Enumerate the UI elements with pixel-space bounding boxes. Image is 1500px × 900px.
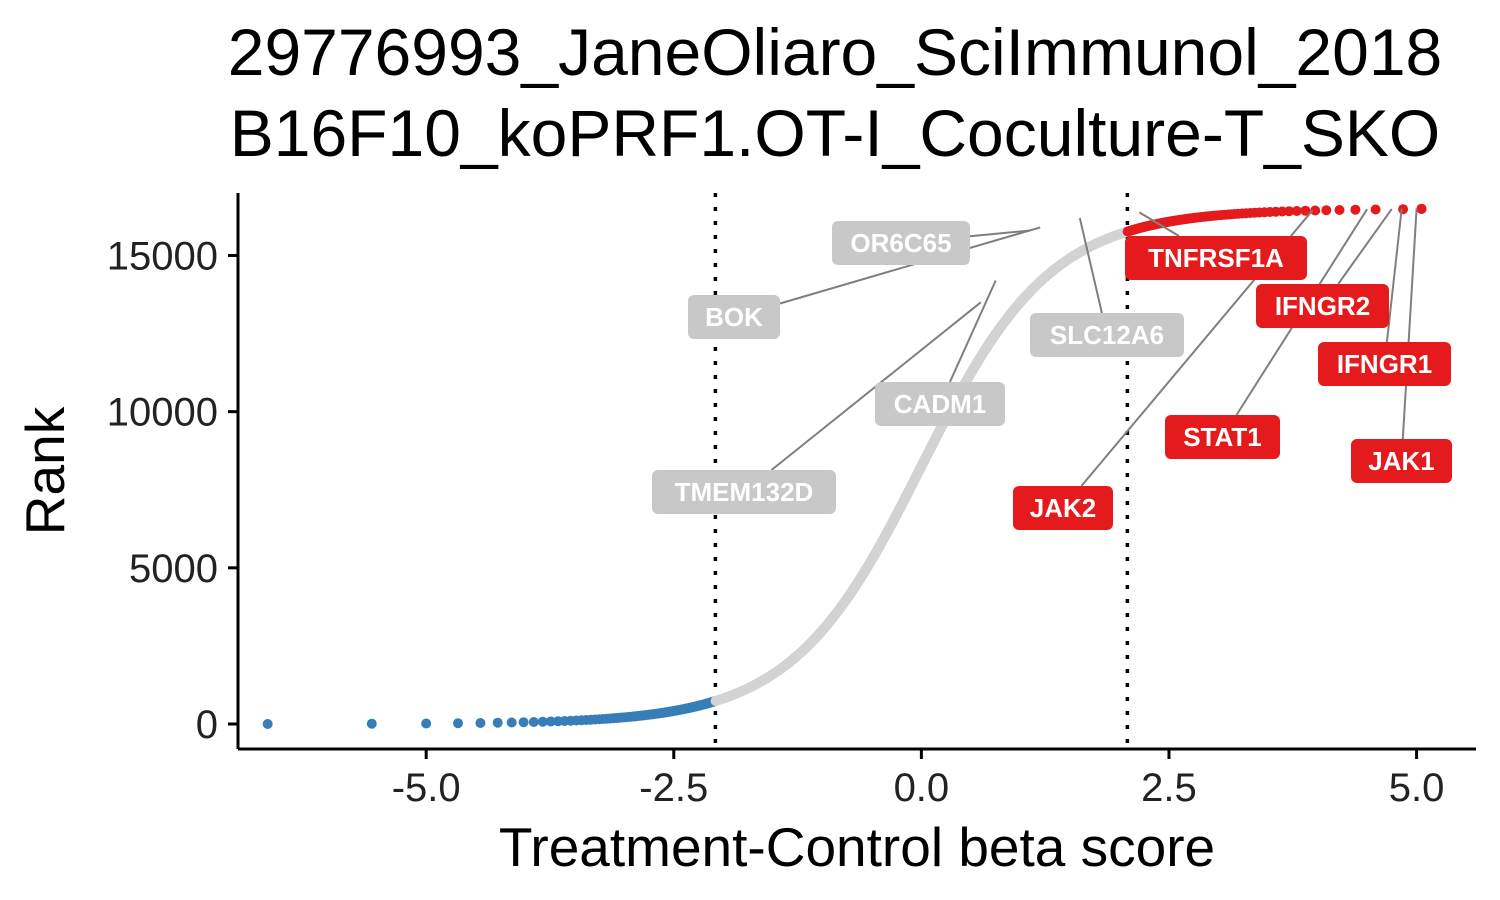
gene-label-ifngr1: IFNGR1 [1318, 342, 1451, 386]
leader-line-ifngr2 [1337, 208, 1393, 285]
x-axis-ticks: -5.0 -2.5 0.0 2.5 5.0 [392, 749, 1445, 810]
gene-label-text: OR6C65 [850, 228, 951, 258]
data-point [262, 719, 273, 729]
y-tick-label: 5000 [129, 547, 218, 591]
gene-label-box [1030, 313, 1184, 357]
gene-label-box [1125, 236, 1307, 280]
gene-label-box [688, 295, 780, 339]
data-point [1416, 203, 1427, 214]
x-tick-label: 5.0 [1389, 766, 1445, 810]
gene-label-text: SLC12A6 [1050, 320, 1164, 350]
leader-line-ifngr1 [1385, 208, 1403, 343]
data-point [1284, 206, 1295, 217]
y-tick-label: 10000 [107, 391, 218, 435]
points-layer [262, 203, 1427, 729]
gene-label-box [652, 470, 836, 514]
data-point [545, 716, 556, 727]
chart-title-line-1: 29776993_JaneOliaro_SciImmunol_2018 [228, 15, 1443, 89]
data-point [506, 717, 517, 728]
data-point [528, 717, 539, 727]
gene-label-jak2: JAK2 [1013, 486, 1113, 530]
x-tick-label: -2.5 [639, 766, 708, 810]
y-tick-label: 0 [196, 703, 218, 747]
x-tick-label: -5.0 [392, 766, 461, 810]
data-point [453, 718, 463, 729]
gene-label-text: TNFRSF1A [1148, 243, 1284, 273]
gene-label-stat1: STAT1 [1165, 415, 1280, 459]
gene-label-tnfrsf1a: TNFRSF1A [1125, 236, 1307, 280]
y-axis-ticks: 0 5000 10000 15000 [107, 234, 238, 747]
data-point [1321, 205, 1332, 216]
leader-line-jak1 [1401, 208, 1418, 440]
cutoff-lines [713, 193, 1130, 749]
gene-label-text: TMEM132D [675, 477, 814, 507]
data-point [421, 718, 432, 729]
y-tick-label: 15000 [107, 234, 218, 278]
data-point [475, 718, 486, 728]
x-axis-title: Treatment-Control beta score [499, 816, 1215, 878]
gene-label-jak1: JAK1 [1351, 439, 1452, 483]
gene-label-text: IFNGR2 [1275, 291, 1370, 321]
gene-label-slc12a6: SLC12A6 [1030, 313, 1184, 357]
gene-label-text: BOK [705, 302, 763, 332]
data-point [1398, 204, 1409, 215]
gene-label-text: IFNGR1 [1337, 349, 1432, 379]
gene-label-text: CADM1 [894, 389, 986, 419]
gene-label-box [1256, 284, 1389, 328]
data-point [1350, 204, 1361, 215]
gene-labels: OR6C65 BOK SLC12A6 CADM1 TMEM132D TNFRSF1A IFN… [652, 221, 1452, 530]
gene-label-box [875, 382, 1005, 426]
leader-line-or6c65 [969, 229, 1031, 238]
gene-label-box [1165, 415, 1280, 459]
gene-label-or6c65: OR6C65 [832, 221, 970, 265]
data-point [1291, 206, 1302, 216]
leader-line-slc12a6 [1078, 217, 1103, 314]
gene-label-text: JAK1 [1368, 446, 1434, 476]
gene-label-box [1351, 439, 1452, 483]
data-point [492, 717, 503, 728]
x-tick-label: 2.5 [1141, 766, 1197, 810]
data-point [1310, 205, 1321, 216]
x-tick-label: 0.0 [894, 766, 950, 810]
gene-label-text: JAK2 [1030, 493, 1096, 523]
data-point [1334, 205, 1345, 215]
leader-line-tnfrsf1a [1138, 211, 1180, 237]
y-axis-title: Rank [14, 406, 76, 535]
gene-label-tmem132d: TMEM132D [652, 470, 836, 514]
data-point [537, 716, 548, 727]
gene-label-text: STAT1 [1183, 422, 1261, 452]
data-point [1370, 204, 1381, 215]
chart-title-line-2: B16F10_koPRF1.OT-I_Coculture-T_SKO [230, 96, 1441, 170]
leader-line-cadm1 [948, 280, 997, 383]
gene-label-cadm1: CADM1 [875, 382, 1005, 426]
gene-label-box [1318, 342, 1451, 386]
data-point [1300, 205, 1311, 216]
gene-label-bok: BOK [688, 295, 780, 339]
leader-line-bok [779, 226, 1041, 305]
gene-label-box [832, 221, 970, 265]
gene-label-box [1013, 486, 1113, 530]
data-point [518, 717, 529, 728]
gene-label-ifngr2: IFNGR2 [1256, 284, 1389, 328]
data-point [366, 718, 377, 729]
